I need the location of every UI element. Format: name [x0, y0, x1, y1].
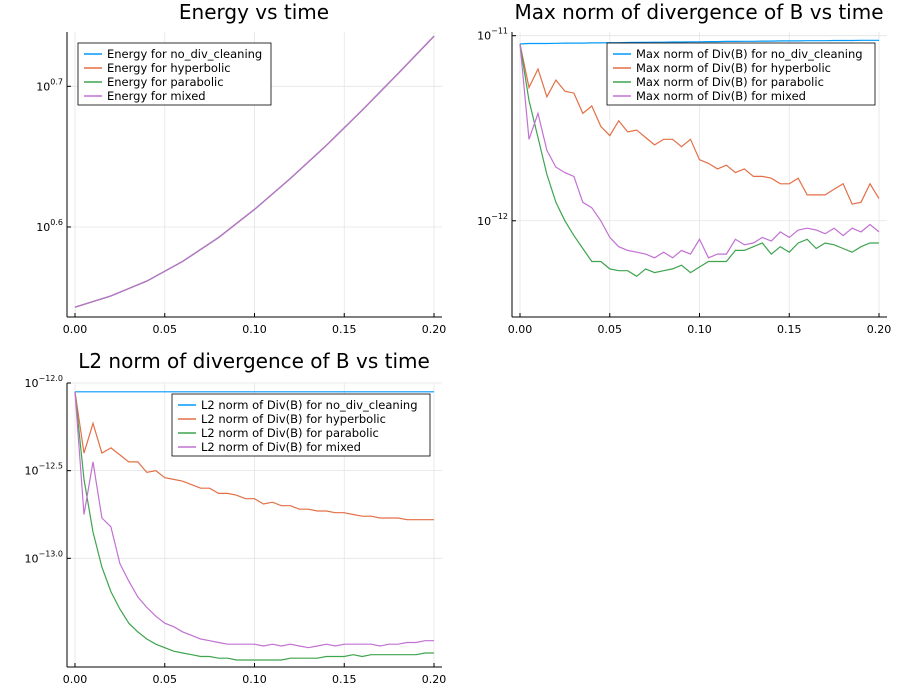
- chart-panel-2: Max norm of divergence of B vs time 0.00 0…: [477, 0, 891, 336]
- x-tick-label: 0.00: [63, 323, 88, 336]
- series-line-1: [519, 39, 879, 45]
- legend-entry: L2 norm of Div(B) for no_div_cleaning: [201, 398, 418, 412]
- legend-entry: L2 norm of Div(B) for mixed: [201, 440, 361, 454]
- x-tick-label: 0.20: [422, 323, 447, 336]
- x-tick-label: 0.00: [508, 323, 533, 336]
- legend-entry: Energy for mixed: [107, 89, 206, 103]
- y-tick-label: 10−12.5: [24, 462, 63, 478]
- x-tick-label: 0.20: [422, 673, 447, 686]
- x-tick-label: 0.00: [63, 673, 88, 686]
- legend-entry: L2 norm of Div(B) for hyperbolic: [201, 412, 386, 426]
- y-tick-label: 10−12: [477, 212, 508, 228]
- series-line-4: [74, 35, 435, 308]
- legend-entry: Max norm of Div(B) for parabolic: [636, 75, 824, 89]
- chart-panel-1: Energy vs time 0.00 0.05 0.10 0.15 0.20 100.6 1…: [36, 0, 446, 336]
- legend-entry: L2 norm of Div(B) for parabolic: [201, 426, 379, 440]
- series-line-2: [519, 43, 880, 205]
- chart-title: Energy vs time: [179, 0, 329, 24]
- series-line-4: [519, 43, 880, 259]
- series-line-3: [74, 391, 434, 661]
- x-tick-label: 0.15: [332, 323, 357, 336]
- x-tick-label: 0.15: [777, 323, 802, 336]
- series-line-3: [519, 43, 879, 278]
- legend-entry: Energy for parabolic: [107, 75, 224, 89]
- chart-title: L2 norm of divergence of B vs time: [78, 349, 430, 373]
- x-tick-label: 0.20: [867, 323, 892, 336]
- x-tick-label: 0.10: [687, 323, 712, 336]
- legend-entry: Max norm of Div(B) for no_div_cleaning: [636, 47, 863, 61]
- x-tick-label: 0.05: [153, 323, 178, 336]
- legend-box: [77, 42, 272, 106]
- y-tick-label: 100.7: [36, 77, 63, 93]
- x-tick-label: 0.05: [153, 673, 178, 686]
- y-tick-label: 10−12.0: [24, 374, 63, 390]
- x-tick-label: 0.05: [598, 323, 623, 336]
- legend-entry: Energy for no_div_cleaning: [107, 47, 262, 61]
- series-line-2: [74, 391, 434, 521]
- y-tick-label: 100.6: [36, 218, 63, 234]
- legend: Max norm of Div(B) for no_div_cleaningMa…: [606, 42, 876, 106]
- legend-box: [171, 393, 431, 457]
- x-tick-label: 0.15: [332, 673, 357, 686]
- y-tick-label: 10−13.0: [24, 549, 63, 565]
- x-tick-label: 0.10: [242, 323, 267, 336]
- legend: L2 norm of Div(B) for no_div_cleaningL2 …: [171, 393, 431, 457]
- legend-box: [606, 42, 876, 106]
- chart-panel-3: L2 norm of divergence of B vs time 0.00 0.…: [24, 349, 446, 686]
- legend-entry: Max norm of Div(B) for hyperbolic: [636, 61, 831, 75]
- legend-entry: Max norm of Div(B) for mixed: [636, 89, 806, 103]
- chart-title: Max norm of divergence of B vs time: [514, 0, 883, 24]
- y-tick-label: 10−11: [477, 27, 508, 43]
- legend-entry: Energy for hyperbolic: [107, 61, 231, 75]
- x-tick-label: 0.10: [242, 673, 267, 686]
- series-line-4: [74, 391, 434, 649]
